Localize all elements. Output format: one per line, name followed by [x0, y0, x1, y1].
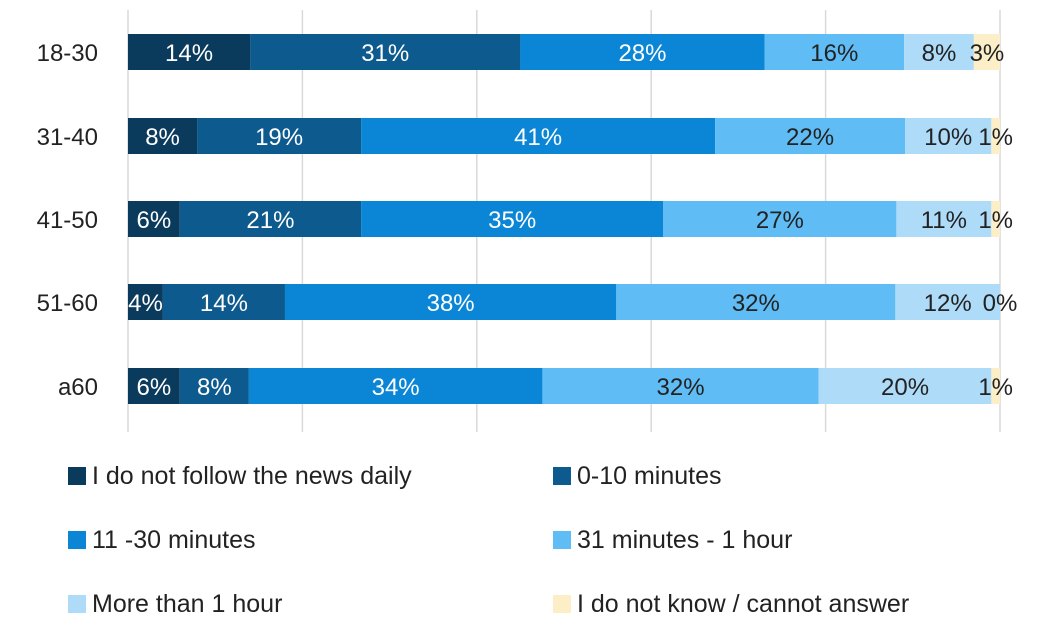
bar-segment [361, 201, 664, 237]
data-label: 22% [786, 124, 834, 151]
bar-segment [128, 368, 180, 404]
bar-segment [128, 118, 198, 154]
data-labels: 14% 31% 28% 16% 8% 3%8% 19% 41% 22% 10% 1%6% 21% 35%… [128, 40, 1017, 401]
bar-segment [663, 201, 897, 237]
bar-segment [764, 34, 905, 70]
data-label: 1% [978, 207, 1013, 234]
data-label: 21% [246, 207, 294, 234]
bar-segment [128, 34, 251, 70]
data-label: 34% [372, 374, 420, 401]
bar-segment [284, 284, 617, 320]
category-label: 41-50 [37, 207, 98, 234]
bar-segment [715, 118, 906, 154]
bar-segment [248, 368, 543, 404]
data-label: 0% [983, 290, 1018, 317]
data-label: 3% [970, 40, 1005, 67]
data-label: 41% [514, 124, 562, 151]
data-label: 8% [922, 40, 957, 67]
data-label: 4% [128, 290, 163, 317]
bar-segment [895, 284, 1000, 320]
bar-segment [991, 118, 1000, 154]
data-label: 6% [137, 207, 172, 234]
bar-segment [128, 201, 180, 237]
data-label: 31% [361, 40, 409, 67]
data-label: 27% [756, 207, 804, 234]
category-label: 51-60 [37, 290, 98, 317]
bar-segment [991, 368, 1000, 404]
data-label: 32% [657, 374, 705, 401]
bar-segment [361, 118, 716, 154]
category-label: a60 [58, 374, 98, 401]
data-label: 11% [921, 207, 967, 234]
bar-segment [542, 368, 819, 404]
bar-segment [904, 34, 974, 70]
category-axis: 18-30 31-40 41-50 51-60 a60 [37, 40, 98, 401]
data-label: 16% [810, 40, 858, 67]
category-label: 31-40 [37, 124, 98, 151]
data-label: 28% [618, 40, 666, 67]
bar-segment [991, 201, 1000, 237]
data-label: 1% [978, 124, 1013, 151]
bar-segment [179, 368, 249, 404]
bar-segment [616, 284, 896, 320]
bar-segment [162, 284, 285, 320]
data-label: 14% [200, 290, 248, 317]
data-label: 1% [978, 374, 1013, 401]
bar-segment [250, 34, 521, 70]
data-label: 12% [924, 290, 972, 317]
data-label: 32% [732, 290, 780, 317]
data-label: 19% [255, 124, 303, 151]
data-label: 10% [924, 124, 972, 151]
data-label: 6% [137, 374, 172, 401]
bars [128, 34, 1000, 404]
bar-segment [818, 368, 992, 404]
data-label: 8% [145, 124, 180, 151]
bar-segment [905, 118, 992, 154]
data-label: 14% [165, 40, 213, 67]
category-label: 18-30 [37, 40, 98, 67]
bar-segment [973, 34, 1000, 70]
bar-segment [197, 118, 362, 154]
data-label: 8% [197, 374, 232, 401]
bar-segment [179, 201, 362, 237]
bar-segment [128, 284, 163, 320]
data-label: 35% [488, 207, 536, 234]
bar-segment [896, 201, 992, 237]
data-label: 20% [881, 374, 929, 401]
bar-segment [520, 34, 765, 70]
data-label: 38% [427, 290, 475, 317]
